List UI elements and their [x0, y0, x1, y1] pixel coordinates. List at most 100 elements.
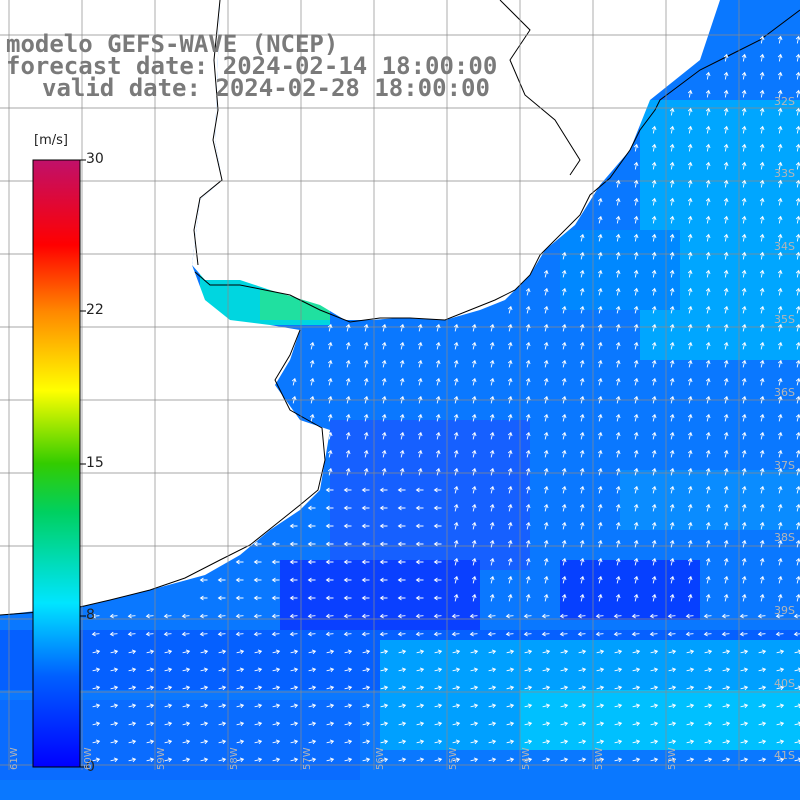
lat-label: 34S: [774, 240, 795, 253]
wind-arrow: [398, 703, 407, 709]
wind-arrow: [470, 703, 479, 709]
wind-arrow: [488, 739, 497, 745]
wind-arrow: [561, 377, 567, 386]
wind-arrow: [399, 341, 405, 350]
wind-arrow: [200, 703, 209, 709]
wind-arrow: [685, 631, 694, 637]
wind-arrow: [271, 631, 280, 637]
wind-arrow: [470, 649, 479, 655]
wind-arrow: [325, 559, 334, 565]
wind-arrow: [470, 667, 479, 673]
wind-arrow: [379, 577, 388, 583]
wind-arrow: [271, 559, 280, 565]
wind-arrow: [703, 631, 712, 637]
wind-arrow: [633, 377, 639, 386]
wind-arrow: [597, 467, 603, 476]
wind-arrow: [687, 485, 693, 494]
wind-arrow: [542, 721, 551, 727]
wind-arrow: [469, 631, 478, 637]
wind-arrow: [182, 667, 191, 673]
wind-arrow: [200, 667, 209, 673]
wind-arrow: [345, 323, 351, 332]
wind-arrow: [651, 431, 657, 440]
lon-label: 59W: [156, 747, 167, 770]
wind-arrow: [579, 467, 585, 476]
wind-arrow: [704, 721, 713, 727]
wind-arrow: [597, 197, 603, 206]
wind-arrow: [543, 305, 549, 314]
wind-arrow: [777, 539, 783, 548]
wind-arrow: [344, 721, 353, 727]
wind-arrow: [487, 631, 496, 637]
wind-arrow: [92, 703, 101, 709]
wind-arrow: [361, 541, 370, 547]
wind-arrow: [433, 595, 442, 601]
wind-arrow: [417, 467, 423, 476]
wind-arrow: [289, 559, 298, 565]
wind-arrow: [633, 503, 639, 512]
wind-arrow: [704, 649, 713, 655]
wind-arrow: [489, 341, 495, 350]
wind-arrow: [704, 703, 713, 709]
wind-arrow: [723, 449, 729, 458]
wind-arrow: [415, 595, 424, 601]
wind-arrow: [543, 485, 549, 494]
wind-arrow: [651, 521, 657, 530]
wind-arrow: [579, 557, 585, 566]
wind-arrow: [434, 721, 443, 727]
wind-arrow: [759, 503, 765, 512]
lat-label: 37S: [774, 459, 795, 472]
speed-patch: [520, 690, 800, 750]
wind-arrow: [597, 251, 603, 260]
wind-arrow: [433, 541, 442, 547]
wind-arrow: [651, 143, 657, 152]
wind-arrow: [669, 233, 675, 242]
wind-arrow: [327, 449, 333, 458]
wind-arrow: [632, 703, 641, 709]
wind-arrow: [91, 631, 100, 637]
wind-arrow: [669, 197, 675, 206]
wind-arrow: [110, 739, 119, 745]
wind-arrow: [759, 53, 765, 62]
wind-arrow: [741, 467, 747, 476]
wind-arrow: [632, 721, 641, 727]
wind-arrow: [363, 467, 369, 476]
wind-arrow: [307, 613, 316, 619]
wind-arrow: [633, 539, 639, 548]
wind-arrow: [415, 559, 424, 565]
wind-arrow: [759, 593, 765, 602]
wind-arrow: [615, 431, 621, 440]
wind-arrow: [399, 449, 405, 458]
wind-arrow: [289, 595, 298, 601]
wind-arrow: [651, 557, 657, 566]
wind-arrow: [398, 739, 407, 745]
lon-label: 56W: [375, 747, 386, 770]
wind-arrow: [507, 467, 513, 476]
wind-arrow: [777, 251, 783, 260]
wind-arrow: [361, 631, 370, 637]
wind-arrow: [687, 413, 693, 422]
wind-arrow: [307, 541, 316, 547]
wind-arrow: [651, 125, 657, 134]
wind-arrow: [777, 35, 783, 44]
wind-arrow: [597, 305, 603, 314]
wind-arrow: [327, 341, 333, 350]
wind-arrow: [777, 359, 783, 368]
wind-arrow: [651, 197, 657, 206]
wind-arrow: [363, 413, 369, 422]
wind-arrow: [543, 557, 549, 566]
wind-arrow: [506, 739, 515, 745]
wind-arrow: [309, 377, 315, 386]
wind-arrow: [345, 467, 351, 476]
wind-arrow: [597, 521, 603, 530]
wind-arrow: [705, 269, 711, 278]
wind-arrow: [471, 593, 477, 602]
wind-arrow: [669, 395, 675, 404]
wind-arrow: [507, 593, 513, 602]
wind-arrow: [326, 703, 335, 709]
wind-arrow: [435, 449, 441, 458]
wind-arrow: [705, 197, 711, 206]
wind-arrow: [163, 613, 172, 619]
wind-arrow: [381, 413, 387, 422]
wind-arrow: [543, 269, 549, 278]
